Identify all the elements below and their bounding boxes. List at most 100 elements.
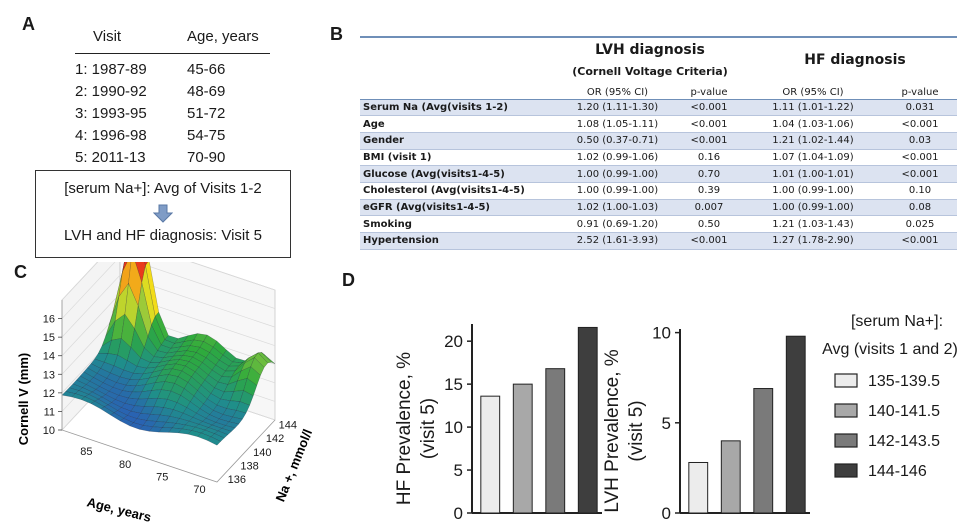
- surface-cell: [186, 345, 201, 353]
- bar-y-tick-label: 5: [662, 414, 671, 433]
- surface-mesh: [61, 262, 276, 446]
- legend-item-label: 140-141.5: [868, 403, 940, 420]
- odds-ratio-row: Age 1.08 (1.05-1.11) <0.001 1.04 (1.03-1.06…: [360, 115, 957, 133]
- surface-y-tick-label: 142: [266, 433, 284, 445]
- surface-cell: [117, 338, 132, 361]
- surface-cell: [228, 361, 243, 367]
- surface-z-tick-label: 13: [43, 369, 55, 381]
- surface-front-edge: [61, 300, 276, 483]
- surface-cell: [180, 388, 195, 403]
- lvh-or-value: 1.02 (0.99-1.06): [560, 149, 675, 167]
- visit-cell: 5: 2011-13: [75, 148, 146, 166]
- surface-cell: [157, 344, 172, 354]
- surface-cell: [79, 371, 94, 382]
- surface-cell: [193, 390, 208, 405]
- surface-z-tick-label: 16: [43, 314, 55, 326]
- surface-cell: [144, 336, 158, 357]
- flow-box: [serum Na+]: Avg of Visits 1-2 LVH and H…: [35, 170, 291, 258]
- hf-p-value: 0.025: [883, 215, 957, 233]
- surface-y-tick-label: 138: [240, 460, 258, 472]
- odds-ratio-rows: Serum Na (Avg(visits 1-2) 1.20 (1.11-1.30…: [360, 98, 957, 250]
- surface-cell: [199, 341, 214, 353]
- hf-p-value: <0.001: [883, 232, 957, 250]
- hf-or-value: 1.21 (1.03-1.43): [743, 215, 883, 233]
- bar-135-139_5: [688, 461, 709, 514]
- surface-cell: [193, 333, 208, 342]
- odds-ratio-row: eGFR (Avg(visits1-4-5) 1.02 (1.00-1.03) 0.…: [360, 199, 957, 217]
- lvh-p-value: 0.70: [675, 165, 743, 183]
- surface-cell: [225, 421, 240, 429]
- hf-or-value: 1.07 (1.04-1.09): [743, 149, 883, 167]
- surface-cell: [189, 339, 204, 348]
- legend-title-line1: [serum Na+]:: [851, 313, 943, 330]
- visit-header: Visit: [93, 28, 122, 45]
- surface-cell: [227, 370, 242, 385]
- surface-cell: [142, 420, 157, 428]
- surface-cell: [140, 347, 155, 363]
- bar-140-141_5: [512, 383, 533, 514]
- surface-z-tick-label: 11: [44, 406, 55, 418]
- surface-cell: [125, 379, 140, 387]
- visit-row: 1: 1987-89 45-66: [75, 58, 270, 80]
- odds-ratio-header-row: OR (95% CI) p-value OR (95% CI) p-value: [360, 86, 957, 99]
- odds-ratio-row: Hypertension 2.52 (1.61-3.93) <0.001 1.27 (…: [360, 232, 957, 250]
- surface-cell: [122, 262, 128, 273]
- variable-name: Cholesterol (Avg(visits1-4-5): [360, 182, 560, 200]
- lvh-or-value: 1.00 (0.99-1.00): [560, 182, 675, 200]
- surface-gridline: [61, 262, 276, 319]
- surface-cell: [175, 418, 190, 426]
- surface-cell: [173, 402, 187, 414]
- surface-x-tick-label: 80: [119, 459, 131, 471]
- legend-item-label: 142-143.5: [868, 433, 940, 450]
- variable-name: eGFR (Avg(visits1-4-5): [360, 199, 560, 217]
- visit-cell: 3: 1993-95: [75, 104, 147, 122]
- lvh-p-value: 0.16: [675, 149, 743, 167]
- variable-name: Age: [360, 115, 560, 133]
- na-legend: [serum Na+]: Avg (visits 1 and 2) 135-139.…: [822, 313, 958, 480]
- legend-swatch: [834, 433, 858, 448]
- surface-x-tick-label: 75: [156, 471, 168, 483]
- visit-cell: 4: 1996-98: [75, 126, 147, 144]
- hf-or-value: 1.00 (0.99-1.00): [743, 199, 883, 217]
- lvh-or-value: 0.50 (0.37-0.71): [560, 132, 675, 150]
- surface-cell: [197, 432, 212, 441]
- surface-cell: [200, 429, 215, 438]
- hf-or-value: 1.01 (1.00-1.01): [743, 165, 883, 183]
- surface-cell: [250, 357, 265, 376]
- surface-cell: [113, 410, 128, 419]
- legend-swatch: [834, 373, 858, 388]
- lvh-p-value: <0.001: [675, 132, 743, 150]
- lvh-or-value: 1.00 (0.99-1.00): [560, 165, 675, 183]
- legend-swatch: [834, 463, 858, 478]
- bar-y-tick-label: 0: [662, 504, 671, 523]
- surface-cell: [135, 262, 146, 284]
- surface-cell: [192, 412, 207, 422]
- bar-y-tick-label: 15: [444, 375, 463, 394]
- legend-item-label: 135-139.5: [868, 373, 940, 390]
- surface-cell: [210, 387, 225, 400]
- surface-x-label: Age, years: [85, 494, 152, 524]
- surface-cell: [190, 395, 204, 409]
- lvh-p-value: 0.50: [675, 215, 743, 233]
- surface-cell: [254, 352, 269, 368]
- surface-gridline: [61, 262, 276, 301]
- age-header: Age, years: [187, 28, 259, 45]
- visit-row: 4: 1996-98 54-75: [75, 124, 270, 146]
- surface-cell: [121, 313, 135, 348]
- surface-cell: [84, 394, 99, 402]
- lvh-or-value: 0.91 (0.69-1.20): [560, 215, 675, 233]
- surface-cell: [212, 340, 227, 356]
- surface-cell: [137, 282, 152, 338]
- surface-cell: [214, 430, 229, 439]
- panel-a-label: A: [22, 14, 35, 34]
- down-arrow-icon: [153, 204, 173, 223]
- bar-144-146: [577, 326, 598, 514]
- hf-or-value: 1.27 (1.78-2.90): [743, 232, 883, 250]
- surface-cell: [229, 390, 244, 402]
- surface-cell: [147, 324, 162, 352]
- lvh-or-value: 2.52 (1.61-3.93): [560, 232, 675, 250]
- surface-cell: [128, 262, 143, 307]
- lvh-or-header: OR (95% CI): [586, 86, 649, 98]
